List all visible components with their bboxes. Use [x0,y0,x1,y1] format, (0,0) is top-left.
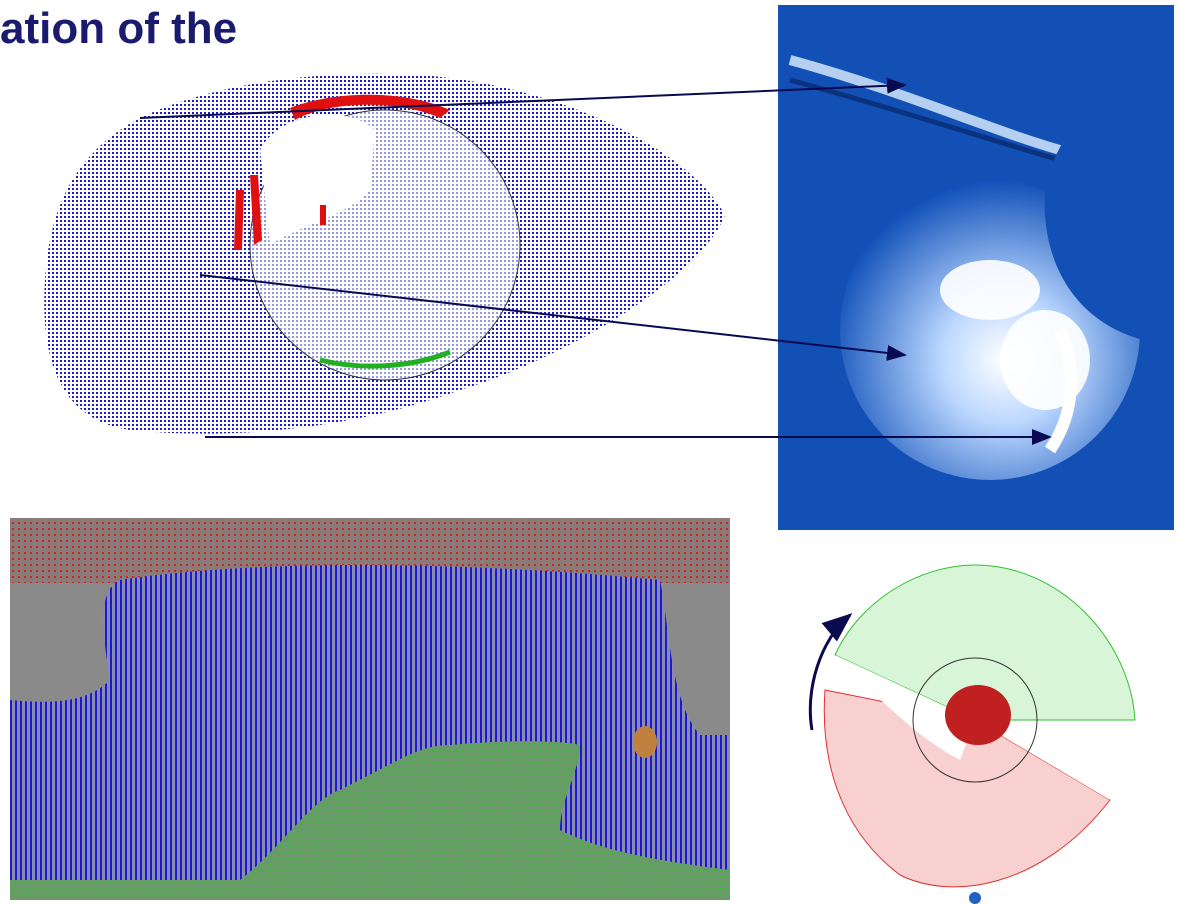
slide: {"header": {"title": "ation of the"}} at… [0,0,1179,904]
coronagraph-image [778,5,1174,530]
field-fan-diagram [810,565,1135,904]
synoptic-map [10,518,730,900]
flux-rope-model [44,74,725,434]
figures [0,0,1179,904]
